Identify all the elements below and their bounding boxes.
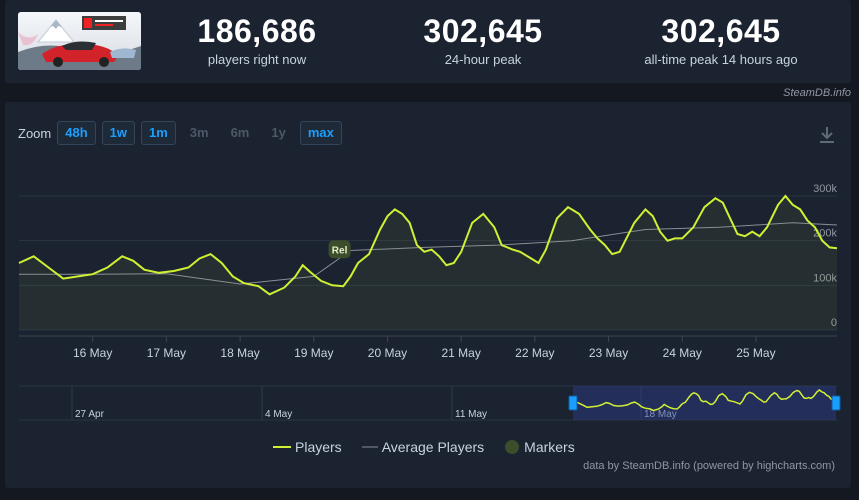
- x-tick-label: 23 May: [589, 346, 628, 360]
- x-tick-label: 16 May: [73, 346, 112, 360]
- current-players-value: 186,686: [197, 13, 317, 49]
- peak-24h-label: 24-hour peak: [444, 52, 522, 67]
- legend-markers-swatch: [505, 440, 520, 454]
- legend-players[interactable]: Players: [273, 439, 342, 455]
- zoom-button-3m[interactable]: 3m: [189, 125, 209, 140]
- x-tick-label: 18 May: [220, 346, 259, 360]
- x-tick-label: 19 May: [294, 346, 333, 360]
- x-tick-label: 24 May: [663, 346, 702, 360]
- x-axis-ticks: 16 May 17 May 18 May 19 May 20 May 21 May 22 M…: [19, 335, 837, 360]
- game-thumbnail[interactable]: [18, 12, 141, 70]
- legend-average[interactable]: Average Players: [361, 439, 485, 455]
- navigator-label: 11 May: [455, 409, 487, 420]
- navigator: 27 Apr 4 May 11 May 18 May: [19, 385, 841, 421]
- marker-label: Rel: [332, 245, 348, 256]
- zoom-label: Zoom: [18, 125, 52, 141]
- zoom-button-1w[interactable]: 1w: [101, 121, 135, 145]
- zoom-button-1m[interactable]: 1m: [140, 121, 176, 145]
- x-tick-label: 22 May: [515, 346, 554, 360]
- players-line: [18, 194, 838, 296]
- current-players-label: players right now: [207, 52, 307, 67]
- chart-panel: Zoom 48h 1w 1m 3m 6m 1y max 0 100k 200k 300…: [5, 102, 851, 488]
- zoom-button-max[interactable]: max: [299, 121, 342, 145]
- x-tick-label: 17 May: [147, 346, 186, 360]
- legend-players-swatch: [273, 446, 291, 448]
- navigator-handle-left: [568, 395, 578, 411]
- chart-grid: [19, 195, 837, 331]
- navigator-label: 27 Apr: [75, 409, 105, 420]
- alltime-peak-value: 302,645: [661, 13, 781, 49]
- navigator-series: [572, 389, 837, 412]
- legend-markers[interactable]: Markers: [504, 439, 575, 455]
- stat-24h-peak: 302,645 24-hour peak: [408, 12, 558, 68]
- zoom-button-1y[interactable]: 1y: [271, 125, 286, 140]
- navigator-selection: [573, 386, 836, 420]
- navigator-label: 4 May: [265, 409, 292, 420]
- steamdb-credit[interactable]: SteamDB.info: [783, 87, 851, 99]
- players-area: [19, 196, 837, 330]
- zoom-button-48h[interactable]: 48h: [57, 121, 96, 145]
- legend-players-label: Players: [295, 439, 342, 455]
- stat-alltime-peak: 302,645 all-time peak 14 hours ago: [631, 12, 811, 68]
- chart-footer[interactable]: data by SteamDB.info (powered by highcha…: [583, 460, 835, 472]
- x-tick-label: 20 May: [368, 346, 407, 360]
- navigator-label: 18 May: [644, 409, 677, 420]
- average-players-line: [19, 222, 838, 285]
- y-tick-label: 0: [831, 317, 837, 329]
- navigator-handle-right: [831, 395, 841, 411]
- y-tick-label: 300k: [813, 183, 837, 195]
- stat-current-players: 186,686 players right now: [182, 12, 332, 68]
- chart-legend: Players Average Players Markers: [273, 439, 595, 455]
- legend-average-label: Average Players: [381, 439, 485, 455]
- chart-markers: Rel: [328, 240, 351, 259]
- peak-24h-value: 302,645: [423, 13, 543, 49]
- zoom-button-6m[interactable]: 6m: [230, 125, 250, 140]
- marker-badge: [328, 240, 351, 259]
- zoom-controls: Zoom 48h 1w 1m 3m 6m 1y max: [18, 121, 348, 145]
- legend-markers-label: Markers: [524, 439, 575, 455]
- game-thumbnail-image: [18, 12, 141, 70]
- download-icon[interactable]: [819, 126, 835, 149]
- y-tick-label: 100k: [813, 272, 837, 284]
- x-tick-label: 25 May: [736, 346, 775, 360]
- stats-bar: 186,686 players right now 302,645 24-hou…: [5, 0, 851, 83]
- x-tick-label: 21 May: [441, 346, 480, 360]
- alltime-peak-label: all-time peak 14 hours ago: [644, 52, 798, 67]
- legend-average-swatch: [361, 446, 378, 448]
